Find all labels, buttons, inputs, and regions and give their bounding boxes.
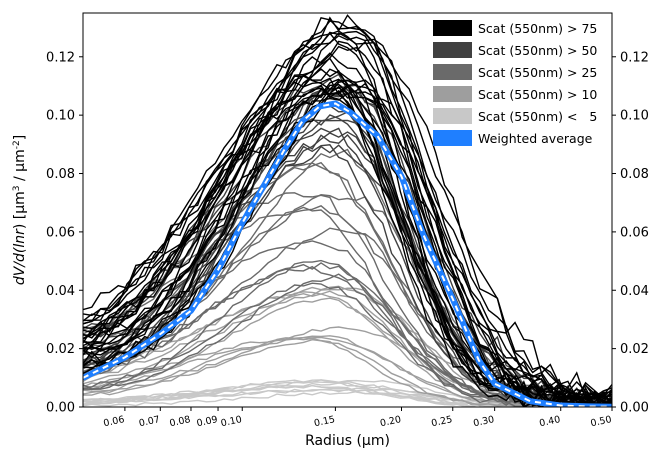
y-tick-label-right: 0.04 bbox=[620, 284, 649, 299]
y-tick-label-right: 0.00 bbox=[620, 401, 649, 416]
x-tick-label: 0.25 bbox=[430, 414, 453, 429]
legend-swatch bbox=[433, 64, 472, 80]
x-tick-label: 0.08 bbox=[169, 414, 192, 429]
legend-swatch bbox=[433, 130, 472, 146]
legend-swatch bbox=[433, 42, 472, 58]
weighted-average-blue bbox=[83, 100, 612, 407]
series-line bbox=[83, 52, 612, 407]
y-axis-title-post: ] bbox=[12, 135, 28, 140]
x-tick-label: 0.07 bbox=[138, 414, 161, 429]
x-tick-label: 0.09 bbox=[196, 414, 219, 429]
series-line bbox=[83, 84, 612, 407]
legend: Scat (550nm) > 75 Scat (550nm) > 50 Scat (… bbox=[433, 20, 597, 146]
legend-swatch bbox=[433, 108, 472, 124]
right-y-axis: 0.00 0.02 0.04 0.06 0.08 0.10 0.12 bbox=[612, 50, 649, 416]
x-tick-label: 0.50 bbox=[590, 414, 613, 429]
legend-swatch bbox=[433, 86, 472, 102]
y-tick-label-right: 0.06 bbox=[620, 225, 649, 240]
y-axis-title-pre: dV/d( bbox=[12, 247, 28, 285]
y-tick-label-left: 0.02 bbox=[46, 342, 75, 357]
left-y-axis: 0.00 0.02 0.04 0.06 0.08 0.10 0.12 bbox=[46, 50, 83, 416]
y-axis-title-sup1: 3 bbox=[12, 185, 22, 191]
legend-label: Weighted average bbox=[478, 131, 593, 146]
series-line bbox=[83, 32, 612, 400]
plot-frame bbox=[82, 12, 613, 408]
legend-label: Scat (550nm) < 5 bbox=[478, 109, 597, 124]
series-line bbox=[83, 262, 612, 407]
x-tick-label: 0.30 bbox=[472, 414, 495, 429]
series-line bbox=[83, 79, 612, 403]
x-tick-label: 0.10 bbox=[220, 414, 243, 429]
x-tick-label: 0.20 bbox=[379, 414, 402, 429]
series-lines bbox=[83, 14, 612, 407]
series-line bbox=[83, 87, 612, 407]
y-axis-title-mid2: / μm bbox=[12, 149, 28, 185]
y-tick-label-left: 0.10 bbox=[46, 109, 75, 124]
legend-label: Scat (550nm) > 25 bbox=[478, 65, 597, 80]
series-line bbox=[83, 384, 612, 407]
y-tick-label-right: 0.08 bbox=[620, 167, 649, 182]
series-line bbox=[83, 85, 612, 407]
y-tick-label-left: 0.00 bbox=[46, 401, 75, 416]
series-line bbox=[83, 30, 612, 407]
series-line bbox=[83, 79, 612, 407]
y-tick-label-left: 0.04 bbox=[46, 284, 75, 299]
y-axis-title-sup2: -2 bbox=[12, 140, 22, 149]
y-tick-label-left: 0.12 bbox=[46, 50, 75, 65]
legend-label: Scat (550nm) > 50 bbox=[478, 43, 597, 58]
x-tick-label: 0.06 bbox=[103, 414, 126, 429]
x-tick-label: 0.40 bbox=[538, 414, 561, 429]
y-tick-label-right: 0.12 bbox=[620, 50, 649, 65]
series-line bbox=[83, 40, 612, 407]
x-axis: 0.06 0.07 0.08 0.09 0.10 0.15 0.20 0.25 0.30 0.40… bbox=[103, 407, 613, 429]
weighted-average-line bbox=[83, 100, 612, 407]
y-axis-title: dV/d(lnr) [μm3 / μm-2] bbox=[12, 135, 28, 285]
series-line bbox=[83, 114, 612, 407]
series-line bbox=[83, 78, 612, 407]
y-axis-title-ital: lnr bbox=[12, 228, 28, 248]
legend-swatch bbox=[433, 20, 472, 36]
legend-label: Scat (550nm) > 10 bbox=[478, 87, 597, 102]
series-line bbox=[83, 119, 612, 407]
y-axis-title-mid: ) [μm bbox=[12, 191, 28, 229]
y-tick-label-right: 0.10 bbox=[620, 109, 649, 124]
x-axis-title: Radius (μm) bbox=[305, 433, 390, 449]
y-tick-label-left: 0.08 bbox=[46, 167, 75, 182]
series-line bbox=[83, 77, 612, 407]
series-line bbox=[83, 105, 612, 407]
y-tick-label-right: 0.02 bbox=[620, 342, 649, 357]
legend-label: Scat (550nm) > 75 bbox=[478, 21, 597, 36]
x-tick-label: 0.15 bbox=[313, 414, 336, 429]
series-line bbox=[83, 20, 612, 405]
y-tick-label-left: 0.06 bbox=[46, 225, 75, 240]
series-line bbox=[83, 34, 612, 400]
